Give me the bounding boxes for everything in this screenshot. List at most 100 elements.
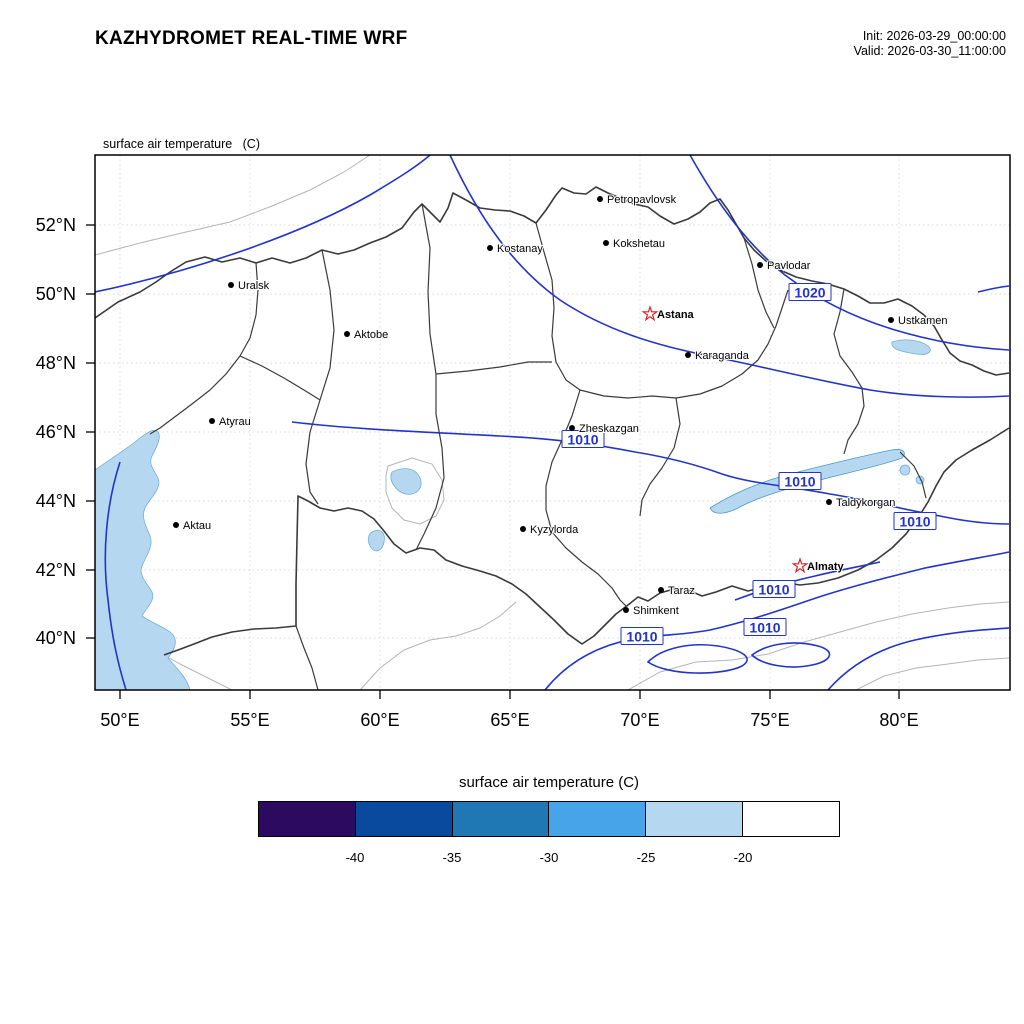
city-label: Astana bbox=[657, 309, 695, 321]
city-ustkamen: Ustkamen bbox=[888, 314, 949, 328]
city-markers: Petropavlovsk Kostanay Kokshetau Pavlodar Ur… bbox=[173, 193, 949, 618]
run-times: Init: 2026-03-29_00:00:00 Valid: 2026-03… bbox=[854, 29, 1006, 59]
pressure-contour-labels: 1020 1010 1010 1010 1010 1010 1010 bbox=[561, 283, 937, 645]
colorbar-segment bbox=[259, 802, 355, 836]
pressure-contour-caspian bbox=[104, 461, 127, 690]
pressure-label: 1020 bbox=[788, 283, 832, 301]
aral-sea-outline bbox=[385, 457, 445, 525]
oblast-border-kyzylorda-south bbox=[551, 531, 627, 607]
pressure-contour bbox=[977, 285, 1010, 293]
pressure-contour-loop bbox=[646, 643, 748, 674]
city-label: Kyzylorda bbox=[530, 524, 579, 536]
pressure-contour-loop bbox=[750, 642, 831, 668]
city-dot-icon bbox=[623, 607, 629, 613]
pressure-label-box bbox=[788, 283, 832, 301]
pressure-contour-1020 bbox=[689, 155, 1010, 351]
city-label: Aktobe bbox=[354, 329, 388, 341]
pressure-label-box bbox=[752, 580, 796, 598]
lon-tick-label: 50°E bbox=[100, 710, 139, 730]
lon-tick-label: 80°E bbox=[879, 710, 918, 730]
lat-tick-label: 42°N bbox=[36, 560, 76, 580]
city-label: Kokshetau bbox=[613, 238, 665, 250]
pressure-label: 1010 bbox=[778, 472, 822, 490]
oblast-border-kostanay-akmola bbox=[435, 361, 552, 375]
oblast-border-karaganda-south bbox=[579, 289, 789, 399]
pressure-label-text: 1010 bbox=[784, 474, 815, 490]
city-dot-icon bbox=[344, 331, 350, 337]
temperature-field-label: surface air temperature (C) bbox=[103, 137, 260, 151]
city-dot-icon bbox=[757, 262, 763, 268]
kyrgyzstan-border-line bbox=[627, 601, 1010, 690]
pressure-label-box bbox=[743, 618, 787, 636]
city-kostanay: Kostanay bbox=[487, 242, 544, 256]
lon-tick-label: 65°E bbox=[490, 710, 529, 730]
city-zheskazgan: Zheskazgan bbox=[569, 422, 640, 436]
pressure-label-text: 1010 bbox=[899, 514, 930, 530]
city-label: Atyrau bbox=[219, 416, 251, 428]
city-kokshetau: Kokshetau bbox=[603, 237, 666, 251]
city-dot-icon bbox=[569, 425, 575, 431]
lon-tick-label: 75°E bbox=[750, 710, 789, 730]
city-astana: Astana bbox=[641, 305, 696, 322]
city-label: Almaty bbox=[807, 561, 845, 573]
city-shimkent: Shimkent bbox=[623, 604, 680, 618]
city-taraz: Taraz bbox=[658, 584, 696, 598]
russia-border-line bbox=[95, 155, 371, 256]
city-dot-icon bbox=[520, 526, 526, 532]
lat-tick-label: 52°N bbox=[36, 215, 76, 235]
colorbar-segment bbox=[645, 802, 743, 836]
pressure-label-text: 1010 bbox=[626, 629, 657, 645]
city-dot-icon bbox=[228, 282, 234, 288]
pressure-label: 1010 bbox=[893, 512, 937, 530]
city-aktobe: Aktobe bbox=[344, 328, 389, 342]
capital-star-icon bbox=[791, 557, 809, 574]
pressure-label: 1010 bbox=[743, 618, 787, 636]
city-dot-icon bbox=[826, 499, 832, 505]
colorbar-tick-label: -35 bbox=[442, 850, 462, 865]
city-label: Aktau bbox=[183, 520, 211, 532]
colorbar-segment bbox=[548, 802, 646, 836]
lat-tick-label: 40°N bbox=[36, 628, 76, 648]
national-border-north bbox=[95, 186, 1010, 376]
region-borders bbox=[95, 186, 1010, 690]
lat-tick-label: 46°N bbox=[36, 422, 76, 442]
city-label: Shimkent bbox=[633, 605, 679, 617]
city-label: Pavlodar bbox=[767, 260, 811, 272]
national-border-southwest bbox=[295, 625, 319, 690]
latitude-axis: 52°N 50°N 48°N 46°N 44°N 42°N 40°N bbox=[36, 215, 95, 648]
lat-tick-label: 44°N bbox=[36, 491, 76, 511]
city-dot-icon bbox=[888, 317, 894, 323]
lon-tick-label: 55°E bbox=[230, 710, 269, 730]
pressure-contours bbox=[95, 155, 1010, 690]
city-dot-icon bbox=[658, 587, 664, 593]
city-label: Karaganda bbox=[695, 350, 750, 362]
pressure-contour bbox=[827, 627, 1010, 690]
colorbar-tick-label: -20 bbox=[733, 850, 753, 865]
lon-tick-label: 60°E bbox=[360, 710, 399, 730]
pressure-label-text: 1010 bbox=[749, 620, 780, 636]
oblast-border-akmola-west bbox=[535, 222, 581, 391]
oblast-border-aktobe-kostanay bbox=[415, 203, 445, 551]
colorbar-ticks: -40 -35 -30 -25 -20 bbox=[258, 850, 840, 866]
city-label: Zheskazgan bbox=[579, 423, 639, 435]
oblast-border-zheskazgan-east bbox=[639, 397, 681, 517]
colorbar-segment bbox=[451, 802, 549, 836]
national-border-south bbox=[163, 427, 1010, 656]
lake-alakol bbox=[899, 464, 911, 476]
init-time: Init: 2026-03-29_00:00:00 bbox=[862, 29, 1006, 43]
city-label: Ustkamen bbox=[898, 315, 948, 327]
city-uralsk: Uralsk bbox=[228, 279, 271, 293]
city-dot-icon bbox=[173, 522, 179, 528]
turkmenistan-border-line bbox=[163, 654, 233, 690]
pressure-label-box bbox=[561, 430, 605, 448]
pressure-label-box bbox=[620, 627, 664, 645]
pressure-label: 1010 bbox=[620, 627, 664, 645]
pressure-contour bbox=[449, 155, 1010, 398]
pressure-label: 1010 bbox=[561, 430, 605, 448]
pressure-label-text: 1010 bbox=[758, 582, 789, 598]
city-label: Taldykorgan bbox=[836, 497, 895, 509]
colorbar-tick-label: -30 bbox=[539, 850, 559, 865]
colorbar-segment bbox=[354, 802, 452, 836]
oblast-border-westkz-atyrau bbox=[149, 262, 259, 435]
